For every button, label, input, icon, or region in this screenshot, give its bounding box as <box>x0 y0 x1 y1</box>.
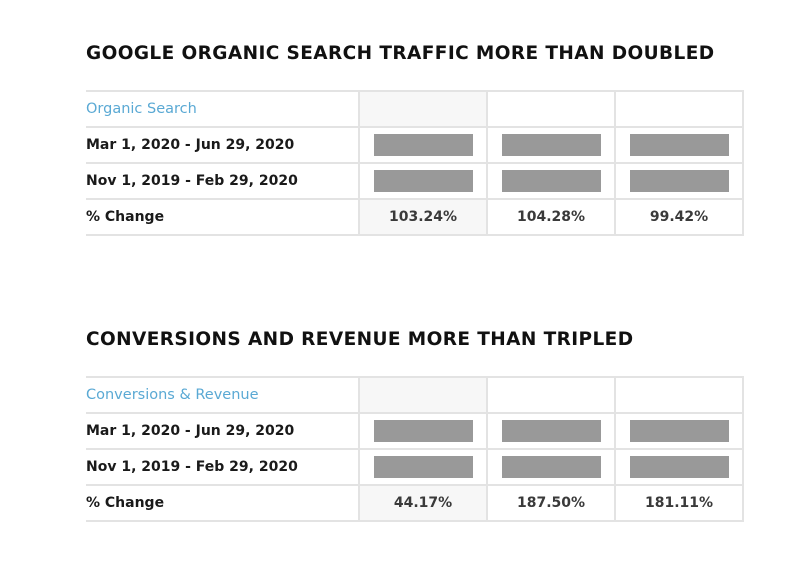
redacted-value <box>629 420 729 442</box>
header-cell <box>486 90 615 128</box>
organic-search-table: Organic Search Mar 1, 2020 - Jun 29, 202… <box>86 90 744 236</box>
table-header-label: Conversions & Revenue <box>86 376 359 414</box>
header-cell <box>614 90 744 128</box>
row-label: Mar 1, 2020 - Jun 29, 2020 <box>86 412 359 450</box>
percent-change-value: 44.17% <box>393 495 453 511</box>
percent-change-label: % Change <box>86 484 359 522</box>
percent-change-value: 104.28% <box>516 209 586 225</box>
header-cell <box>614 376 744 414</box>
percent-change-row: % Change 44.17% 187.50% 181.11% <box>86 484 744 522</box>
percent-change-value: 181.11% <box>644 495 714 511</box>
percent-change-value: 103.24% <box>388 209 458 225</box>
redacted-value <box>373 134 473 156</box>
percent-change-row: % Change 103.24% 104.28% 99.42% <box>86 198 744 236</box>
redacted-value <box>629 134 729 156</box>
redacted-value <box>629 456 729 478</box>
row-label: Mar 1, 2020 - Jun 29, 2020 <box>86 126 359 164</box>
header-cell <box>358 90 487 128</box>
redacted-value <box>501 134 601 156</box>
table-header-row: Conversions & Revenue <box>86 376 744 414</box>
redacted-value <box>501 456 601 478</box>
percent-change-label: % Change <box>86 198 359 236</box>
redacted-value <box>501 170 601 192</box>
conversions-revenue-table: Conversions & Revenue Mar 1, 2020 - Jun … <box>86 376 744 522</box>
percent-change-value: 187.50% <box>516 495 586 511</box>
table-row: Mar 1, 2020 - Jun 29, 2020 <box>86 126 744 164</box>
redacted-value <box>373 420 473 442</box>
header-cell <box>358 376 487 414</box>
table-header-row: Organic Search <box>86 90 744 128</box>
header-cell <box>486 376 615 414</box>
row-label: Nov 1, 2019 - Feb 29, 2020 <box>86 448 359 486</box>
section-title-conversions-revenue: CONVERSIONS AND REVENUE MORE THAN TRIPLE… <box>86 329 634 350</box>
table-row: Mar 1, 2020 - Jun 29, 2020 <box>86 412 744 450</box>
table-row: Nov 1, 2019 - Feb 29, 2020 <box>86 448 744 486</box>
percent-change-value: 99.42% <box>649 209 709 225</box>
redacted-value <box>373 456 473 478</box>
redacted-value <box>373 170 473 192</box>
row-label: Nov 1, 2019 - Feb 29, 2020 <box>86 162 359 200</box>
table-header-label: Organic Search <box>86 90 359 128</box>
redacted-value <box>501 420 601 442</box>
redacted-value <box>629 170 729 192</box>
table-row: Nov 1, 2019 - Feb 29, 2020 <box>86 162 744 200</box>
section-title-organic-search: GOOGLE ORGANIC SEARCH TRAFFIC MORE THAN … <box>86 43 715 64</box>
